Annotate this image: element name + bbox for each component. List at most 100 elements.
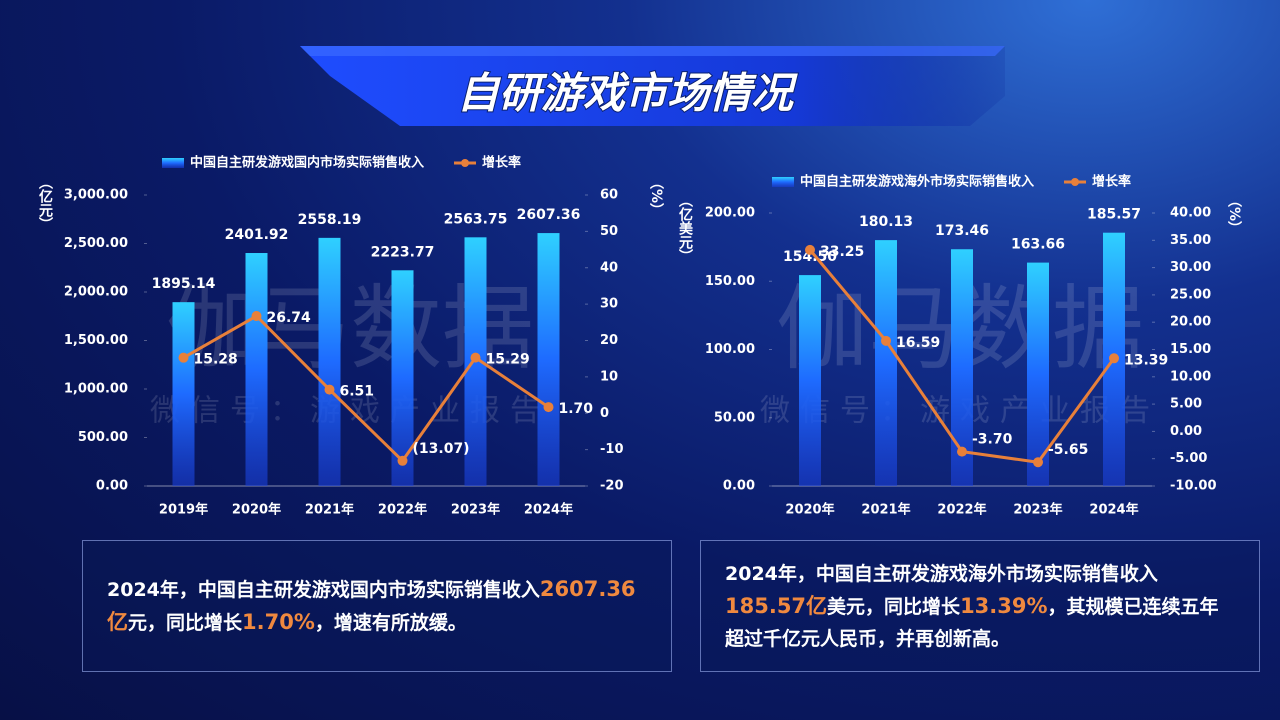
bar-value-label: 180.13: [859, 214, 913, 230]
x-tick-label: 2021年: [861, 502, 910, 518]
note-segment: ，增速有所放缓。: [314, 612, 467, 634]
line-point: [543, 402, 554, 413]
line-point: [251, 310, 262, 321]
line-point: [178, 352, 189, 363]
y2-tick-label: -10.00: [1170, 479, 1217, 494]
line-value-label: 15.28: [194, 352, 238, 368]
bar-value-label: 163.66: [1011, 237, 1065, 253]
banner-edge: [300, 46, 1005, 56]
line-value-label: 15.29: [486, 352, 530, 368]
line-value-label: -3.70: [972, 432, 1013, 448]
y2-tick-label: 20.00: [1170, 315, 1211, 330]
line-point: [1033, 457, 1043, 468]
bar-value-label: 2401.92: [225, 227, 289, 243]
y2-tick-label: 5.00: [1170, 397, 1202, 412]
line-value-label: 33.25: [820, 244, 864, 260]
note-segment: ，其规模已连续五年超过千亿元人民币，并再创新高。: [725, 595, 1219, 650]
x-tick-label: 2023年: [1013, 502, 1062, 518]
note-segment: 美元，同比增长: [827, 595, 961, 618]
y2-tick-label: -5.00: [1170, 451, 1207, 466]
y2-tick-label: 0: [600, 406, 609, 421]
line-point: [805, 244, 815, 255]
bar-value-label: 185.57: [1087, 207, 1141, 223]
x-tick-label: 2020年: [785, 502, 834, 518]
line-point: [324, 384, 335, 395]
x-tick-label: 2022年: [937, 502, 986, 518]
bar: [1027, 262, 1049, 486]
bar: [172, 302, 195, 486]
y-tick-label: 1,500.00: [64, 333, 128, 348]
bar: [537, 233, 560, 486]
y2-tick-label: 25.00: [1170, 287, 1211, 302]
bar: [318, 237, 341, 486]
y-tick-label: 50.00: [714, 410, 755, 425]
note-segment: 2024年，中国自主研发游戏海外市场实际销售收入: [725, 562, 1158, 585]
note-highlight: 185.57亿: [725, 593, 828, 618]
chart: 伽马数据微信号：游戏产业报告0.0050.00100.00150.00200.0…: [677, 174, 1243, 518]
x-tick-label: 2022年: [378, 502, 427, 518]
y-tick-label: 500.00: [78, 430, 128, 445]
bar: [951, 249, 973, 486]
y2-tick-label: 15.00: [1170, 342, 1211, 357]
note-text: 2024年，中国自主研发游戏海外市场实际销售收入 185.57亿美元，同比增长13…: [725, 558, 1235, 655]
y2-tick-label: -10: [600, 442, 624, 457]
y2-tick-label: 10: [600, 369, 618, 384]
y2-tick-label: -20: [600, 479, 624, 494]
bar-value-label: 2563.75: [444, 211, 508, 227]
y2-tick-label: 0.00: [1170, 424, 1202, 439]
bar: [875, 240, 897, 486]
x-tick-label: 2019年: [159, 502, 208, 518]
bar-value-label: 154.50: [783, 249, 837, 265]
y-tick-label: 2,500.00: [64, 236, 128, 251]
y-tick-label: 200.00: [705, 206, 755, 221]
title-banner: [300, 46, 1005, 126]
note-highlight: 2607.36亿: [107, 577, 636, 634]
y-tick-label: 3,000.00: [64, 188, 128, 203]
y2-tick-label: 35.00: [1170, 233, 1211, 248]
y-tick-label: 0.00: [723, 479, 755, 494]
line-value-label: -5.65: [1048, 442, 1088, 458]
bar-value-label: 173.46: [935, 223, 989, 239]
line-value-label: 6.51: [340, 384, 375, 400]
legend-marker: [1071, 178, 1080, 186]
bar-value-label: 2607.36: [517, 207, 581, 223]
y-tick-label: 2,000.00: [64, 285, 128, 300]
y2-tick-label: 40: [600, 260, 618, 275]
line-point: [957, 446, 967, 457]
line-value-label: (13.07): [413, 441, 470, 457]
x-tick-label: 2024年: [1089, 502, 1138, 518]
y-tick-label: 0.00: [96, 479, 128, 494]
x-tick-label: 2021年: [305, 502, 354, 518]
bar: [391, 270, 414, 486]
line-point: [397, 455, 408, 466]
legend-label: 中国自主研发游戏海外市场实际销售收入: [800, 174, 1034, 190]
line-value-label: 16.59: [896, 335, 940, 351]
axis-label: （%）: [1226, 193, 1243, 235]
line-value-label: 13.39: [1124, 352, 1168, 368]
note-text: 2024年，中国自主研发游戏国内市场实际销售收入2607.36亿元，同比增长1.…: [107, 573, 647, 639]
note-highlight: 13.39%: [960, 593, 1048, 618]
line-point: [470, 352, 481, 363]
note-box: 2024年，中国自主研发游戏海外市场实际销售收入 185.57亿美元，同比增长13…: [700, 540, 1260, 672]
legend-swatch: [162, 158, 184, 168]
bar-value-label: 1895.14: [152, 276, 216, 292]
x-tick-label: 2020年: [232, 502, 281, 518]
note-box: 2024年，中国自主研发游戏国内市场实际销售收入2607.36亿元，同比增长1.…: [82, 540, 672, 672]
slide-title: 自研游戏市场情况: [457, 69, 798, 118]
x-tick-label: 2024年: [524, 502, 573, 518]
y-tick-label: 150.00: [705, 274, 755, 289]
note-segment: 元，同比增长: [128, 612, 243, 634]
note-highlight: 1.70%: [242, 610, 315, 634]
line-point: [881, 335, 891, 346]
bar-value-label: 2223.77: [371, 244, 435, 260]
legend-label: 增长率: [482, 155, 521, 171]
axis-label: （亿美元）: [677, 193, 694, 263]
axis-label: （%）: [648, 175, 665, 217]
y2-tick-label: 30: [600, 297, 618, 312]
legend-label: 增长率: [1092, 174, 1131, 190]
bar: [799, 275, 821, 486]
y2-tick-label: 60: [600, 188, 618, 203]
legend-marker: [461, 159, 470, 167]
